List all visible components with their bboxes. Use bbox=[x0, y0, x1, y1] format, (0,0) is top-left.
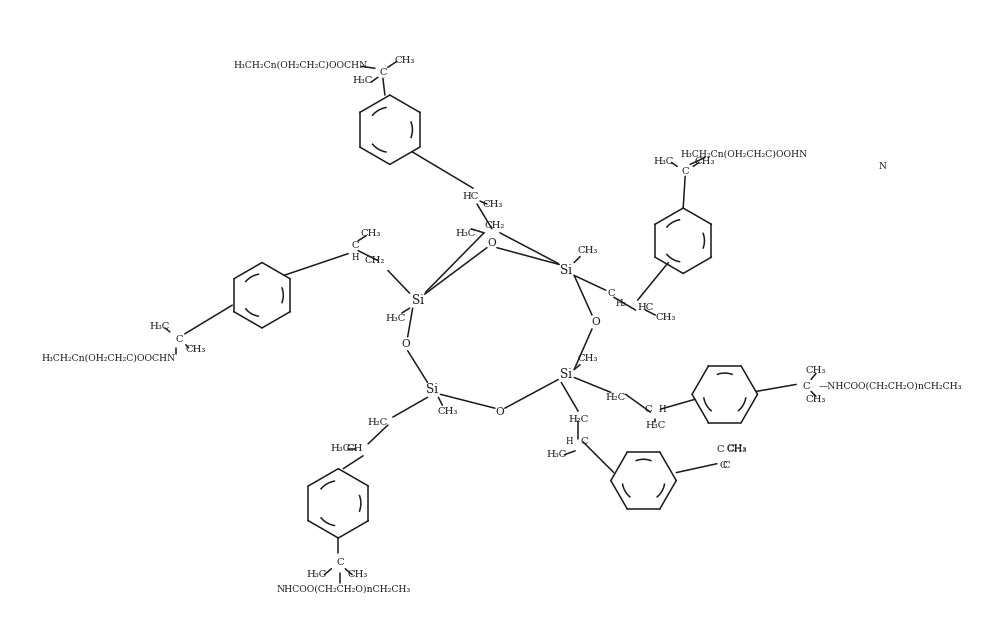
Text: O: O bbox=[401, 339, 410, 349]
Text: C: C bbox=[351, 241, 359, 250]
Text: CH₃: CH₃ bbox=[483, 200, 503, 209]
Text: H: H bbox=[351, 253, 359, 262]
Text: O: O bbox=[592, 317, 600, 327]
Text: H₃CH₂Cn(OH₂CH₂C)OOHN: H₃CH₂Cn(OH₂CH₂C)OOHN bbox=[680, 150, 807, 159]
Text: CH₃: CH₃ bbox=[185, 345, 206, 354]
Text: CH₃: CH₃ bbox=[806, 366, 826, 375]
Text: CH₃: CH₃ bbox=[578, 354, 598, 363]
Text: C: C bbox=[607, 289, 615, 298]
Text: H₃C: H₃C bbox=[353, 76, 373, 85]
Text: CH₃: CH₃ bbox=[727, 444, 747, 453]
Text: Si: Si bbox=[412, 293, 424, 307]
Text: CH₃: CH₃ bbox=[655, 313, 676, 322]
Text: H₃C: H₃C bbox=[386, 313, 406, 322]
Text: CH₃: CH₃ bbox=[395, 56, 415, 65]
Text: H₂C: H₂C bbox=[568, 415, 588, 424]
Text: CH₃: CH₃ bbox=[578, 246, 598, 255]
Text: C: C bbox=[681, 167, 689, 176]
Text: CH₃: CH₃ bbox=[361, 229, 381, 238]
Text: H₃CH₂Cn(OH₂CH₂C)OOCHN: H₃CH₂Cn(OH₂CH₂C)OOCHN bbox=[42, 353, 176, 362]
Text: H: H bbox=[658, 404, 666, 413]
Text: CH₃: CH₃ bbox=[806, 395, 826, 404]
Text: H₃C: H₃C bbox=[653, 157, 674, 166]
Text: N: N bbox=[878, 162, 887, 171]
Text: C: C bbox=[719, 461, 727, 470]
Text: C: C bbox=[716, 446, 724, 455]
Text: C: C bbox=[336, 559, 344, 568]
Text: C: C bbox=[580, 437, 588, 446]
Text: C: C bbox=[645, 404, 652, 413]
Text: H: H bbox=[566, 437, 573, 446]
Text: H₃C: H₃C bbox=[645, 421, 666, 429]
Text: H₂C: H₂C bbox=[606, 393, 626, 402]
Text: Si: Si bbox=[560, 368, 572, 381]
Text: H₃C: H₃C bbox=[546, 450, 567, 459]
Text: CH₃: CH₃ bbox=[695, 157, 715, 166]
Text: H₂C: H₂C bbox=[367, 417, 388, 426]
Text: O: O bbox=[488, 238, 496, 248]
Text: HC: HC bbox=[638, 302, 654, 311]
Text: CH₃: CH₃ bbox=[727, 446, 747, 455]
Text: O: O bbox=[495, 407, 504, 417]
Text: CH₃: CH₃ bbox=[437, 406, 458, 415]
Text: CH₂: CH₂ bbox=[485, 221, 505, 230]
Text: Si: Si bbox=[560, 264, 572, 277]
Text: H₃CH₂Cn(OH₂CH₂C)OOCHN: H₃CH₂Cn(OH₂CH₂C)OOCHN bbox=[234, 61, 368, 70]
Text: H₂: H₂ bbox=[615, 299, 626, 308]
Text: —NHCOO(CH₂CH₂O)nCH₂CH₃: —NHCOO(CH₂CH₂O)nCH₂CH₃ bbox=[819, 382, 962, 391]
Text: Si: Si bbox=[426, 383, 438, 396]
Text: CH₃: CH₃ bbox=[348, 570, 368, 579]
Text: HC: HC bbox=[462, 192, 478, 201]
Text: H₃C: H₃C bbox=[455, 229, 475, 238]
Text: H₃C: H₃C bbox=[150, 322, 170, 331]
Text: C: C bbox=[176, 335, 184, 344]
Text: H₃C: H₃C bbox=[330, 444, 350, 453]
Text: C: C bbox=[723, 461, 731, 470]
Text: C: C bbox=[802, 382, 810, 391]
Text: CH₂: CH₂ bbox=[365, 256, 385, 265]
Text: C: C bbox=[379, 68, 387, 77]
Text: CH: CH bbox=[347, 444, 363, 453]
Text: H₃C: H₃C bbox=[306, 570, 327, 579]
Text: NHCOO(CH₂CH₂O)nCH₂CH₃: NHCOO(CH₂CH₂O)nCH₂CH₃ bbox=[276, 584, 410, 593]
